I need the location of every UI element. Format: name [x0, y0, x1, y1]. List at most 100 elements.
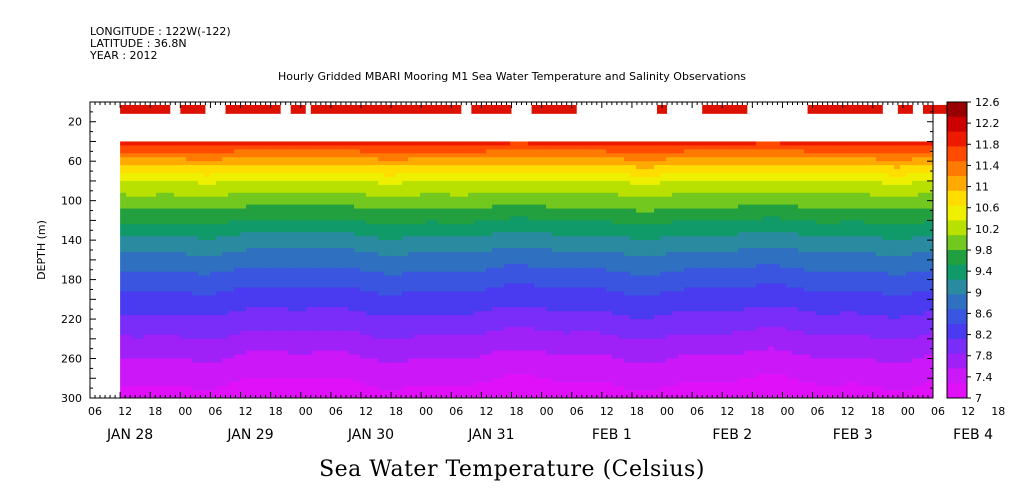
heatmap-cell	[450, 196, 457, 202]
heatmap-cell	[522, 248, 529, 253]
heatmap-cell	[342, 169, 349, 174]
heatmap-cell	[144, 319, 151, 324]
heatmap-cell	[402, 275, 409, 281]
heatmap-cell	[450, 188, 457, 194]
heatmap-cell	[378, 326, 385, 332]
heatmap-cell	[222, 169, 229, 174]
heatmap-cell	[576, 299, 583, 304]
heatmap-cell	[228, 394, 235, 399]
heatmap-cell	[438, 188, 445, 194]
heatmap-cell	[426, 319, 433, 324]
heatmap-cell	[414, 204, 421, 210]
heatmap-cell	[162, 240, 169, 245]
heatmap-cell	[288, 378, 295, 383]
heatmap-cell	[216, 173, 223, 178]
heatmap-cell	[372, 295, 379, 300]
heatmap-cell	[510, 216, 517, 221]
heatmap-cell	[198, 240, 205, 245]
heatmap-cell	[468, 212, 475, 217]
heatmap-cell	[270, 236, 277, 241]
heatmap-cell	[198, 232, 205, 237]
heatmap-cell	[516, 232, 523, 237]
heatmap-cell	[168, 350, 175, 356]
heatmap-cell	[330, 362, 337, 367]
heatmap-cell	[468, 180, 475, 186]
heatmap-cell	[150, 232, 157, 237]
heatmap-cell	[450, 240, 457, 245]
heatmap-cell	[186, 291, 193, 296]
heatmap-cell	[498, 161, 505, 166]
heatmap-cell	[252, 315, 259, 320]
heatmap-cell	[162, 370, 169, 375]
heatmap-cell	[330, 259, 337, 265]
heatmap-cell	[168, 279, 175, 285]
heatmap-cell	[330, 299, 337, 304]
heatmap-cell	[234, 307, 241, 312]
heatmap-cell	[432, 299, 439, 304]
heatmap-cell	[132, 196, 139, 202]
heatmap-cell	[228, 350, 235, 356]
heatmap-cell	[414, 394, 421, 399]
heatmap-cell	[150, 149, 157, 154]
heatmap-cell	[204, 208, 211, 214]
heatmap-cell	[474, 299, 481, 304]
heatmap-cell	[552, 180, 559, 186]
heatmap-cell	[306, 220, 313, 225]
heatmap-cell	[570, 366, 577, 371]
heatmap-cell	[198, 311, 205, 316]
heatmap-cell	[324, 216, 331, 221]
heatmap-cell	[414, 153, 421, 158]
heatmap-cell	[228, 192, 235, 198]
heatmap-cell	[486, 350, 493, 356]
heatmap-cell	[168, 267, 175, 273]
heatmap-cell	[258, 204, 265, 210]
heatmap-cell	[426, 315, 433, 320]
heatmap-cell	[522, 188, 529, 194]
heatmap-cell	[516, 366, 523, 371]
heatmap-cell	[318, 149, 325, 154]
heatmap-cell	[342, 259, 349, 265]
heatmap-cell	[336, 386, 343, 391]
heatmap-cell	[282, 248, 289, 253]
heatmap-cell	[474, 354, 481, 360]
heatmap-cell	[372, 263, 379, 269]
heatmap-cell	[198, 216, 205, 221]
heatmap-cell	[480, 362, 487, 367]
heatmap-cell	[534, 279, 541, 285]
heatmap-cell	[354, 208, 361, 214]
heatmap-cell	[264, 386, 271, 391]
heatmap-cell	[348, 362, 355, 367]
heatmap-cell	[474, 358, 481, 363]
heatmap-cell	[312, 342, 319, 348]
heatmap-cell	[468, 161, 475, 166]
heatmap-cell	[120, 228, 127, 233]
heatmap-cell	[462, 370, 469, 375]
heatmap-cell	[426, 291, 433, 296]
heatmap-cell	[558, 165, 565, 170]
heatmap-cell	[306, 232, 313, 237]
heatmap-cell	[576, 165, 583, 170]
heatmap-cell	[522, 330, 529, 336]
heatmap-cell	[408, 330, 415, 336]
heatmap-cell	[348, 204, 355, 210]
heatmap-cell	[210, 232, 217, 237]
heatmap-cell	[300, 362, 307, 367]
heatmap-cell	[414, 330, 421, 336]
heatmap-cell	[162, 212, 169, 217]
heatmap-cell	[468, 311, 475, 316]
heatmap-cell	[312, 157, 319, 162]
heatmap-cell	[414, 382, 421, 387]
heatmap-cell	[480, 350, 487, 356]
heatmap-cell	[558, 192, 565, 198]
heatmap-cell	[462, 224, 469, 229]
heatmap-cell	[120, 275, 127, 281]
heatmap-cell	[432, 394, 439, 399]
heatmap-cell	[516, 303, 523, 308]
heatmap-cell	[348, 228, 355, 233]
heatmap-cell	[570, 374, 577, 379]
heatmap-cell	[282, 271, 289, 277]
heatmap-cell	[150, 334, 157, 340]
heatmap-cell	[366, 141, 373, 146]
heatmap-cell	[474, 224, 481, 229]
heatmap-cell	[288, 346, 295, 352]
